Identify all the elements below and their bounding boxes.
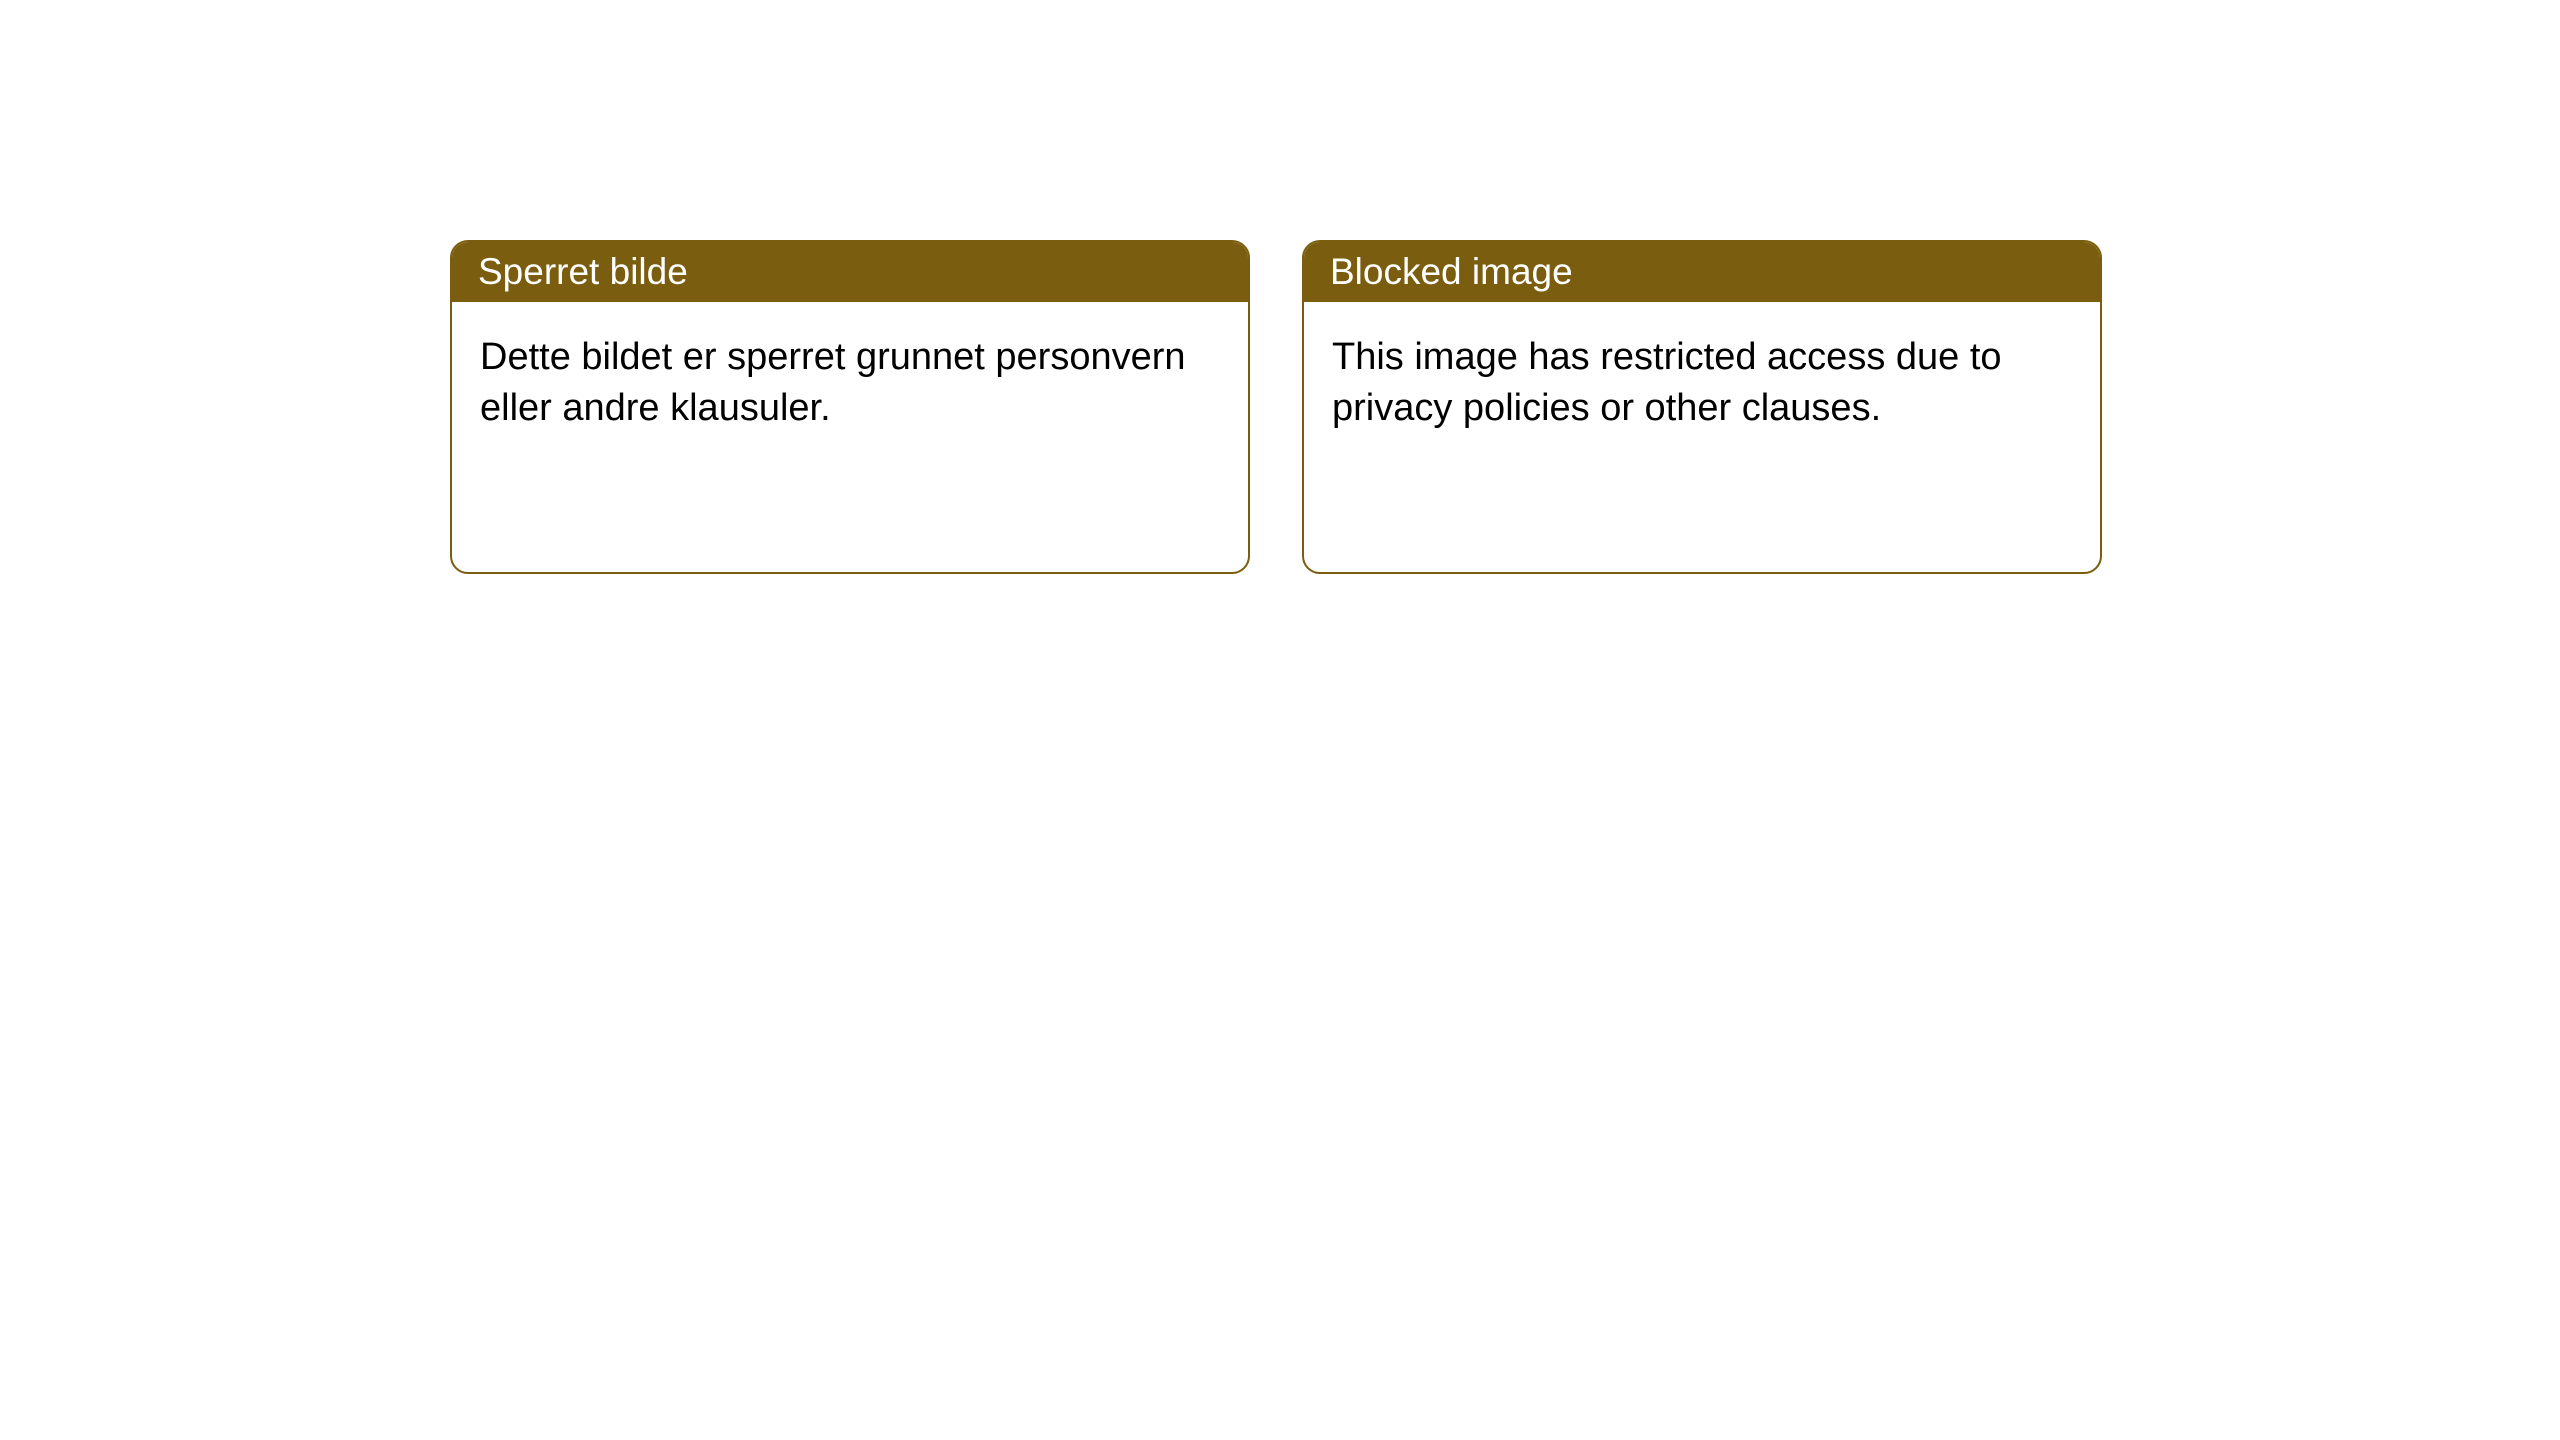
notice-header: Blocked image — [1304, 242, 2100, 302]
notice-header-text: Sperret bilde — [478, 251, 688, 293]
notice-body-text: This image has restricted access due to … — [1332, 336, 2002, 429]
notice-container: Sperret bilde Dette bildet er sperret gr… — [0, 0, 2560, 574]
notice-body: Dette bildet er sperret grunnet personve… — [452, 302, 1248, 465]
notice-header: Sperret bilde — [452, 242, 1248, 302]
notice-card-norwegian: Sperret bilde Dette bildet er sperret gr… — [450, 240, 1250, 574]
notice-header-text: Blocked image — [1330, 251, 1573, 293]
notice-body: This image has restricted access due to … — [1304, 302, 2100, 465]
notice-body-text: Dette bildet er sperret grunnet personve… — [480, 336, 1186, 429]
notice-card-english: Blocked image This image has restricted … — [1302, 240, 2102, 574]
